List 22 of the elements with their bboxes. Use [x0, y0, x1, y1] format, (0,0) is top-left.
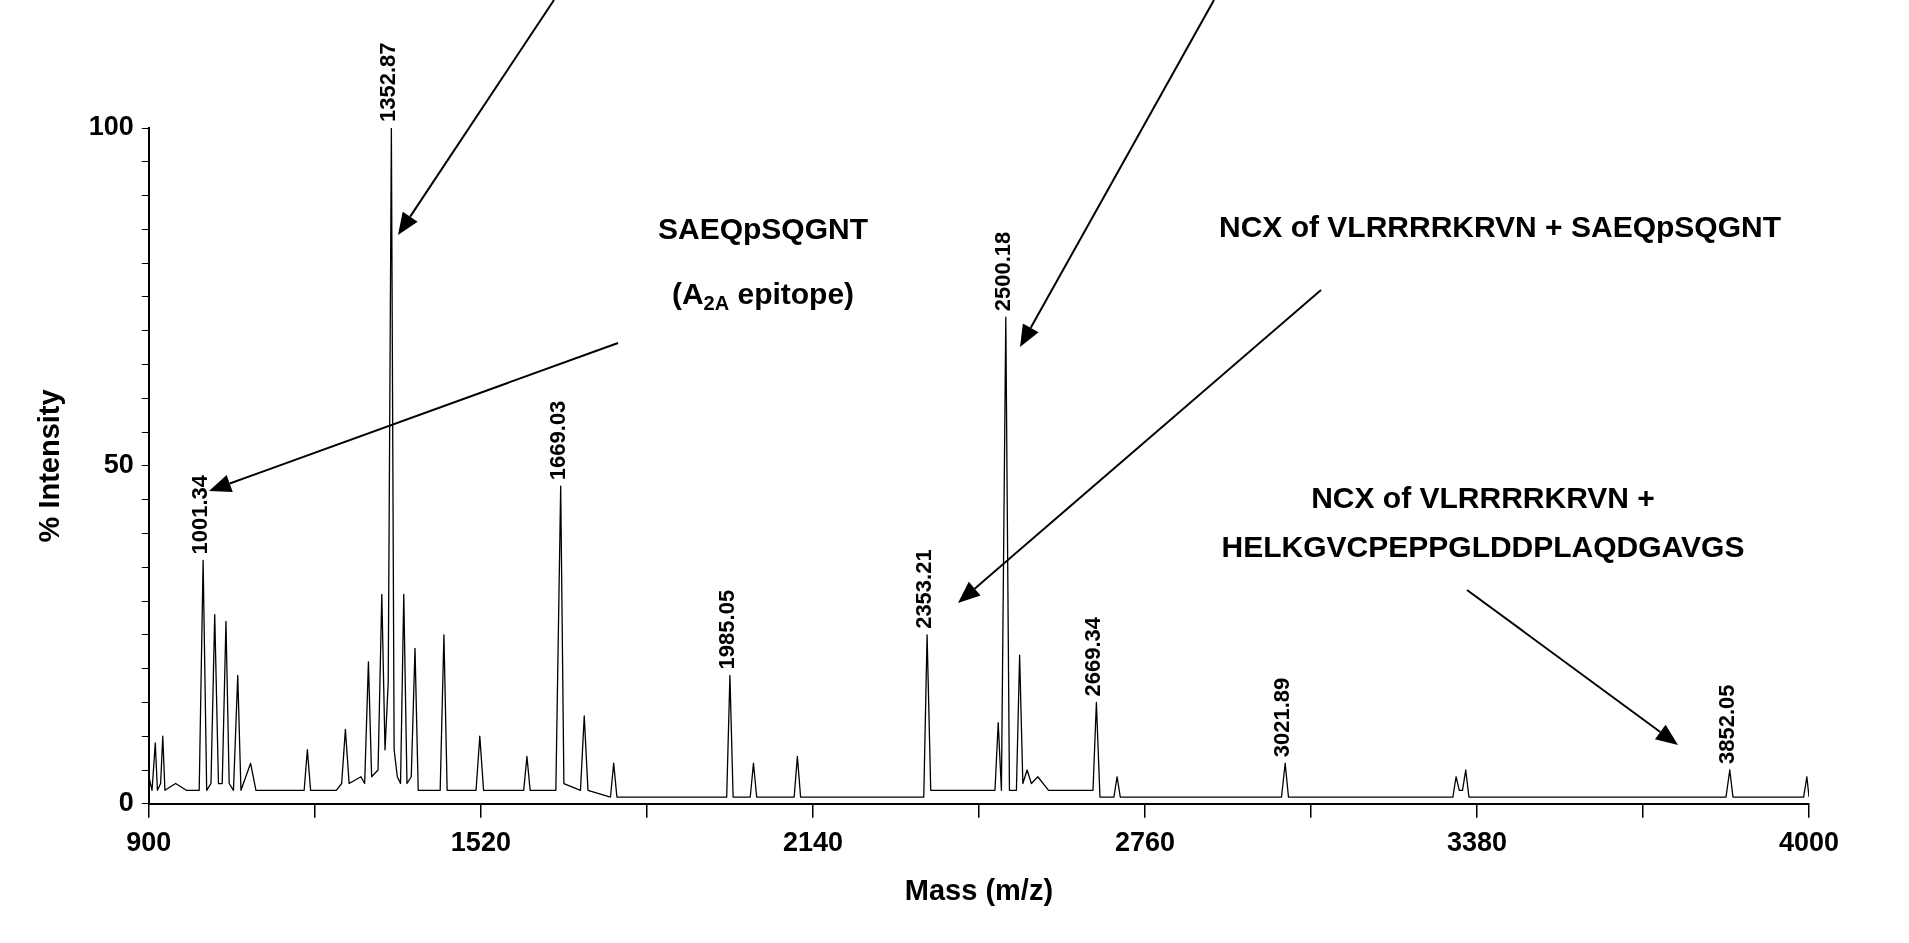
x-tick-label: 2760 [1114, 827, 1175, 858]
annotation: 3852.05 [1713, 684, 1739, 765]
annotation: NCX of VLRRRRKRVN + HELKGVCPEPPGLDDPLAQDGAVGS [1221, 480, 1745, 563]
annotation: 1352.87 [375, 42, 401, 122]
x-tick-label: 900 [126, 827, 172, 858]
y-tick-label: 0 [118, 787, 134, 818]
annotation: NCX of VLRRRRKRVN + SAEQpSQGNT [1219, 210, 1782, 244]
annotation: 2500.18 [989, 231, 1015, 312]
y-tick-label: 50 [103, 449, 134, 480]
x-tick-label: 1520 [450, 827, 511, 858]
annotation: 2353.21 [911, 549, 937, 629]
annotation: 2669.34 [1080, 616, 1106, 697]
x-tick-label: 2140 [782, 827, 843, 858]
x-axis-title: Mass (m/z) [904, 873, 1054, 906]
annotation: 1001.34 [187, 474, 213, 555]
y-axis-title: % Intensity [33, 389, 66, 543]
y-tick-label: 100 [88, 111, 134, 142]
x-tick-label: 4000 [1778, 827, 1840, 858]
annotation: 1669.03 [544, 400, 570, 481]
annotation: 3021.89 [1269, 677, 1295, 758]
annotation: 1985.05 [713, 589, 739, 670]
x-tick-label: 3380 [1446, 827, 1508, 858]
